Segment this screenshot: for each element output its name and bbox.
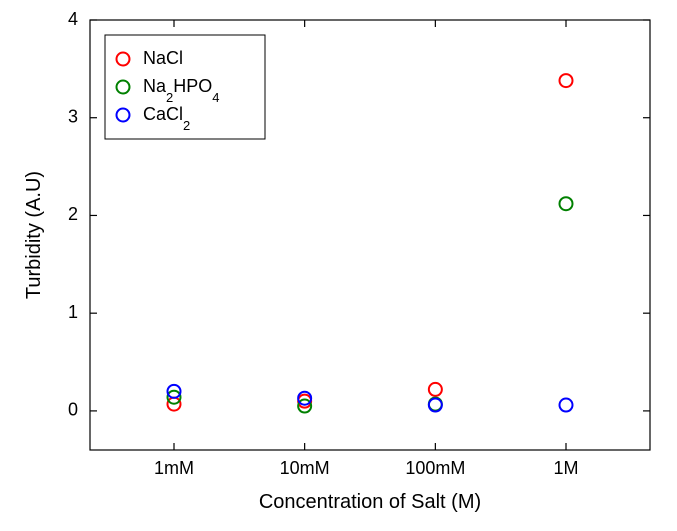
y-tick-label: 3 xyxy=(68,106,78,126)
x-tick-label: 10mM xyxy=(280,458,330,478)
y-axis-label: Turbidity (A.U) xyxy=(23,171,45,299)
chart-svg: 0 1 2 3 4 1mM 10mM 100mM 1M Turbidity (A.U) Concen… xyxy=(0,0,677,531)
x-axis-label: Concentration of Salt (M) xyxy=(259,491,481,513)
x-tick-label: 100mM xyxy=(405,458,465,478)
y-tick-label: 2 xyxy=(68,204,78,224)
x-tick-label: 1mM xyxy=(154,458,194,478)
y-tick-label: 1 xyxy=(68,302,78,322)
legend-label: NaCl xyxy=(143,48,183,68)
x-tick-label: 1M xyxy=(553,458,578,478)
y-tick-label: 0 xyxy=(68,400,78,420)
turbidity-scatter-chart: 0 1 2 3 4 1mM 10mM 100mM 1M Turbidity (A.U) Concen… xyxy=(0,0,677,531)
y-tick-label: 4 xyxy=(68,9,78,29)
